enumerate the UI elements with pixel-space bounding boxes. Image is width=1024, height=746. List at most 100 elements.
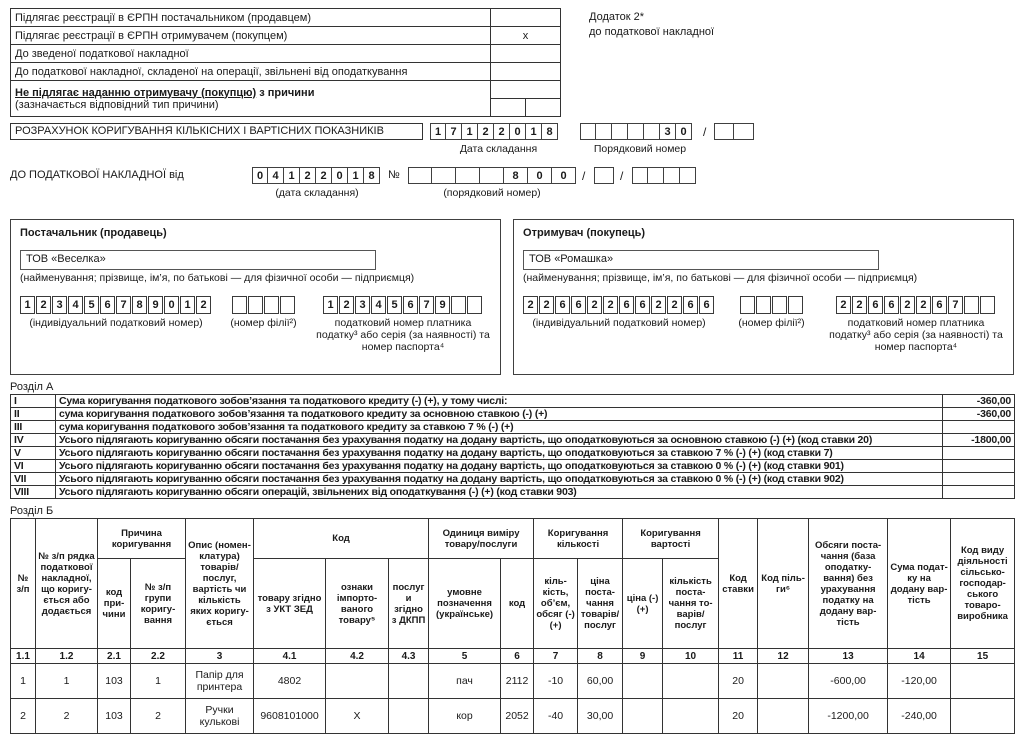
supplier-name-input[interactable]: ТОВ «Веселка» (20, 250, 376, 270)
option-checkbox-seller[interactable] (490, 8, 561, 27)
digit-cell[interactable]: 0 (164, 296, 179, 314)
digit-cell[interactable] (771, 296, 787, 314)
digit-cell[interactable]: 8 (504, 167, 528, 184)
digit-cell[interactable]: 8 (364, 167, 380, 184)
digit-cell[interactable] (680, 167, 696, 184)
digit-cell[interactable] (628, 123, 644, 140)
digit-cell[interactable]: 6 (100, 296, 115, 314)
digit-cell[interactable]: 6 (403, 296, 418, 314)
digit-cell[interactable]: 5 (84, 296, 99, 314)
digit-cell[interactable]: 0 (528, 167, 552, 184)
digit-cell[interactable] (247, 296, 263, 314)
digit-cell[interactable]: 6 (635, 296, 651, 314)
digit-cell[interactable]: 9 (435, 296, 450, 314)
digit-cell[interactable] (963, 296, 979, 314)
digit-cell[interactable]: 1 (323, 296, 338, 314)
digit-cell[interactable]: 0 (676, 123, 692, 140)
digit-cell[interactable]: 7 (947, 296, 963, 314)
digit-cell[interactable]: 7 (116, 296, 131, 314)
digit-cell[interactable] (456, 167, 480, 184)
digit-cell[interactable]: 2 (494, 123, 510, 140)
digit-cell[interactable]: 2 (651, 296, 667, 314)
digit-cell[interactable]: 1 (20, 296, 35, 314)
digit-cell[interactable]: 1 (462, 123, 478, 140)
digit-cell[interactable]: 7 (446, 123, 462, 140)
option-label: Підлягає реєстрації в ЄРПН отримувачем (… (10, 26, 491, 45)
digit-cell[interactable]: 2 (478, 123, 494, 140)
digit-cell[interactable]: 0 (552, 167, 576, 184)
digit-cell[interactable]: 2 (603, 296, 619, 314)
digit-cell[interactable]: 1 (526, 123, 542, 140)
digit-cell[interactable]: 9 (148, 296, 163, 314)
digit-cell[interactable]: 7 (419, 296, 434, 314)
option-checkbox-consolidated[interactable] (490, 44, 561, 63)
digit-cell[interactable]: 2 (667, 296, 683, 314)
option-checkbox-exempt[interactable] (490, 62, 561, 81)
digit-cell[interactable] (408, 167, 432, 184)
digit-cell[interactable]: 2 (36, 296, 51, 314)
digit-cell[interactable] (787, 296, 803, 314)
digit-cell[interactable]: 4 (371, 296, 386, 314)
digit-cell[interactable]: 2 (523, 296, 539, 314)
digit-cell[interactable] (432, 167, 456, 184)
digit-cell[interactable]: 2 (899, 296, 915, 314)
digit-cell[interactable]: 1 (284, 167, 300, 184)
digit-cell[interactable]: 2 (539, 296, 555, 314)
digit-cell[interactable] (734, 123, 754, 140)
digit-cell[interactable]: 2 (851, 296, 867, 314)
digit-cell[interactable]: 6 (867, 296, 883, 314)
digit-cell[interactable]: 3 (52, 296, 67, 314)
digit-cell[interactable] (263, 296, 279, 314)
digit-cell[interactable] (279, 296, 295, 314)
digit-cell[interactable]: 6 (931, 296, 947, 314)
digit-cell[interactable]: 2 (300, 167, 316, 184)
option-checkbox-buyer[interactable]: х (490, 26, 561, 45)
option-label: До зведеної податкової накладної (10, 44, 491, 63)
digit-cell[interactable] (525, 99, 560, 116)
digit-cell[interactable]: 2 (196, 296, 211, 314)
digit-cell[interactable]: 6 (619, 296, 635, 314)
digit-cell[interactable] (714, 123, 734, 140)
digit-cell[interactable]: 8 (542, 123, 558, 140)
digit-cell[interactable]: 3 (660, 123, 676, 140)
buyer-name-input[interactable]: ТОВ «Ромашка» (523, 250, 880, 270)
digit-cell[interactable] (231, 296, 247, 314)
digit-cell[interactable]: 2 (316, 167, 332, 184)
digit-cell[interactable] (755, 296, 771, 314)
digit-cell[interactable]: 6 (555, 296, 571, 314)
digit-cell[interactable] (632, 167, 648, 184)
digit-cell[interactable]: 3 (355, 296, 370, 314)
digit-cell[interactable]: 0 (252, 167, 268, 184)
digit-cell[interactable] (596, 123, 612, 140)
digit-cell[interactable] (739, 296, 755, 314)
digit-cell[interactable] (594, 167, 614, 184)
digit-cell[interactable]: 0 (510, 123, 526, 140)
reason-checkbox[interactable] (490, 80, 561, 99)
digit-cell[interactable]: 2 (339, 296, 354, 314)
digit-cell[interactable] (480, 167, 504, 184)
digit-cell[interactable]: 2 (587, 296, 603, 314)
digit-cell[interactable]: 0 (332, 167, 348, 184)
digit-cell[interactable] (664, 167, 680, 184)
digit-cell[interactable] (648, 167, 664, 184)
digit-cell[interactable]: 1 (430, 123, 446, 140)
digit-cell[interactable] (580, 123, 596, 140)
digit-cell[interactable] (491, 99, 525, 116)
digit-cell[interactable] (979, 296, 995, 314)
digit-cell[interactable]: 5 (387, 296, 402, 314)
digit-cell[interactable]: 6 (883, 296, 899, 314)
digit-cell[interactable] (612, 123, 628, 140)
digit-cell[interactable]: 6 (699, 296, 715, 314)
digit-cell[interactable]: 6 (571, 296, 587, 314)
digit-cell[interactable]: 2 (915, 296, 931, 314)
digit-cell[interactable] (467, 296, 482, 314)
digit-cell[interactable]: 8 (132, 296, 147, 314)
digit-cell[interactable]: 6 (683, 296, 699, 314)
digit-cell[interactable]: 4 (68, 296, 83, 314)
digit-cell[interactable]: 2 (835, 296, 851, 314)
digit-cell[interactable]: 1 (348, 167, 364, 184)
digit-cell[interactable]: 1 (180, 296, 195, 314)
digit-cell[interactable] (644, 123, 660, 140)
digit-cell[interactable]: 4 (268, 167, 284, 184)
digit-cell[interactable] (451, 296, 466, 314)
